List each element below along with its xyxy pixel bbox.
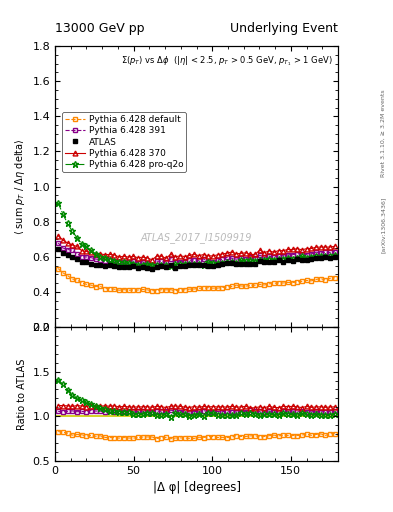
ATLAS (150, 266, 154, 272)
Pythia 6.428 370 (154, 253, 159, 259)
ATLAS (332, 254, 337, 260)
Pythia 6.428 370 (136, 254, 140, 261)
Pythia 6.428 391 (136, 260, 140, 266)
Pythia 6.428 391 (145, 260, 150, 266)
Line: Pythia 6.428 370: Pythia 6.428 370 (56, 233, 337, 262)
Pythia 6.428 default (234, 282, 239, 288)
Pythia 6.428 370 (332, 243, 337, 249)
Pythia 6.428 default (56, 266, 61, 272)
Pythia 6.428 pro-q2o (332, 252, 337, 258)
ATLAS (56, 246, 61, 252)
Pythia 6.428 370 (234, 251, 239, 257)
Pythia 6.428 391 (150, 262, 154, 268)
Pythia 6.428 370 (150, 257, 154, 263)
Pythia 6.428 pro-q2o (56, 200, 61, 206)
Legend: Pythia 6.428 default, Pythia 6.428 391, ATLAS, Pythia 6.428 370, Pythia 6.428 pr: Pythia 6.428 default, Pythia 6.428 391, … (62, 113, 186, 172)
ATLAS (154, 264, 159, 270)
Pythia 6.428 pro-q2o (126, 260, 131, 266)
Text: Underlying Event: Underlying Event (230, 22, 338, 35)
Line: Pythia 6.428 default: Pythia 6.428 default (56, 266, 337, 293)
Text: $\Sigma(p_T)$ vs $\Delta\phi$  ($|\eta|$ < 2.5, $p_T$ > 0.5 GeV, $p_{T_1}$ > 1 G: $\Sigma(p_T)$ vs $\Delta\phi$ ($|\eta|$ … (121, 54, 332, 68)
Pythia 6.428 370 (103, 251, 107, 258)
Pythia 6.428 pro-q2o (145, 261, 150, 267)
Pythia 6.428 370 (56, 232, 61, 239)
Pythia 6.428 default (136, 287, 140, 293)
Pythia 6.428 pro-q2o (103, 254, 107, 261)
Pythia 6.428 default (145, 287, 150, 293)
Pythia 6.428 default (126, 287, 131, 293)
Pythia 6.428 391 (126, 259, 131, 265)
Pythia 6.428 pro-q2o (168, 263, 173, 269)
Line: Pythia 6.428 391: Pythia 6.428 391 (56, 241, 337, 267)
Text: 13000 GeV pp: 13000 GeV pp (55, 22, 145, 35)
ATLAS (126, 264, 131, 270)
Pythia 6.428 pro-q2o (136, 262, 140, 268)
Text: [arXiv:1306.3436]: [arXiv:1306.3436] (381, 197, 386, 253)
Pythia 6.428 391 (332, 249, 337, 255)
Pythia 6.428 370 (145, 255, 150, 261)
Pythia 6.428 pro-q2o (234, 260, 239, 266)
Pythia 6.428 default (173, 288, 178, 294)
Pythia 6.428 391 (154, 258, 159, 264)
Text: ATLAS_2017_I1509919: ATLAS_2017_I1509919 (141, 231, 252, 243)
Pythia 6.428 pro-q2o (150, 262, 154, 268)
Text: Rivet 3.1.10, ≥ 3.2M events: Rivet 3.1.10, ≥ 3.2M events (381, 89, 386, 177)
Pythia 6.428 370 (126, 254, 131, 260)
Pythia 6.428 391 (103, 258, 107, 264)
ATLAS (136, 265, 140, 271)
ATLAS (145, 265, 150, 271)
Pythia 6.428 default (332, 275, 337, 281)
Pythia 6.428 default (150, 288, 154, 294)
Pythia 6.428 default (103, 286, 107, 292)
X-axis label: |Δ φ| [degrees]: |Δ φ| [degrees] (152, 481, 241, 494)
Y-axis label: Ratio to ATLAS: Ratio to ATLAS (17, 358, 27, 430)
ATLAS (234, 261, 239, 267)
ATLAS (103, 263, 107, 269)
Line: Pythia 6.428 pro-q2o: Pythia 6.428 pro-q2o (55, 200, 338, 269)
Pythia 6.428 391 (56, 240, 61, 246)
Line: ATLAS: ATLAS (56, 247, 337, 271)
Pythia 6.428 391 (234, 256, 239, 262)
Y-axis label: $\langle$ sum $p_T$ / $\Delta\eta$ delta$\rangle$: $\langle$ sum $p_T$ / $\Delta\eta$ delta… (13, 138, 27, 235)
